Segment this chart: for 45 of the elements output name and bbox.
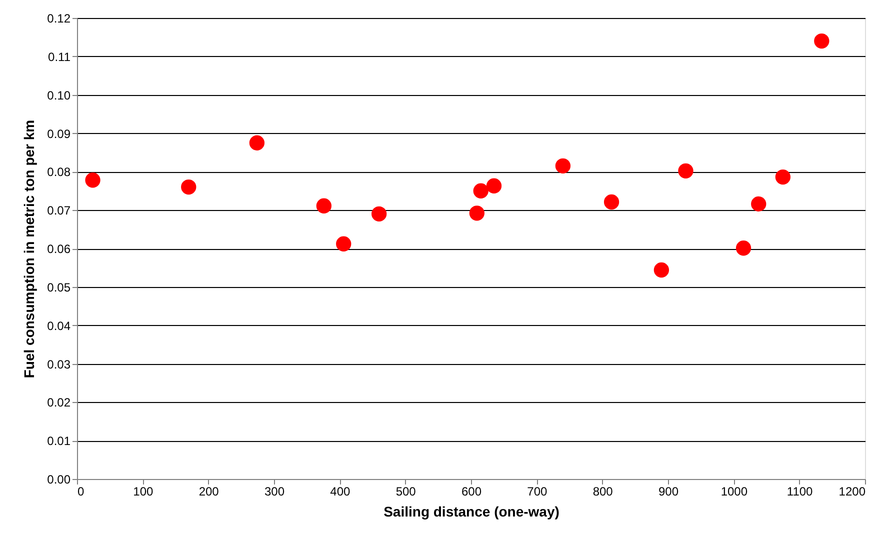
point (316, 198, 332, 214)
x-tick-label: 300 (264, 484, 285, 498)
y-tick-label: 0.06 (47, 242, 71, 256)
y-tick-label: 0.12 (47, 12, 71, 26)
x-tick-label: 600 (461, 484, 482, 498)
point (371, 206, 387, 222)
x-tick-label: 1100 (786, 484, 814, 498)
y-tick-label: 0.09 (47, 126, 71, 141)
y-tick-label: 0.07 (47, 204, 71, 218)
y-tick-label: 0.04 (47, 318, 71, 333)
point (336, 236, 352, 252)
point (486, 178, 502, 194)
y-axis-title: Fuel consumption in metric ton per km (21, 120, 38, 378)
point (814, 33, 830, 49)
point (85, 172, 100, 188)
y-tick-label: 0.01 (47, 434, 71, 448)
y-tick-label: 0.03 (47, 357, 71, 372)
x-tick-label: 100 (133, 484, 154, 498)
y-tick-label: 0.05 (47, 280, 71, 294)
point (555, 158, 571, 174)
point (181, 179, 196, 195)
point (775, 169, 790, 185)
x-tick-label: 400 (330, 484, 350, 498)
x-tick-label: 900 (658, 484, 679, 498)
point (604, 194, 620, 210)
point (678, 163, 694, 178)
point (751, 196, 766, 212)
point (249, 135, 265, 150)
y-tick-label: 0.08 (47, 165, 71, 180)
y-tick-label: 0.11 (48, 50, 71, 64)
y-tick-label: 0.00 (47, 472, 71, 486)
x-tick-label: 1200 (838, 484, 866, 498)
y-tick-label: 0.10 (47, 88, 71, 102)
point (654, 262, 670, 278)
x-tick-label: 0 (78, 484, 84, 498)
point (473, 183, 488, 198)
x-tick-label: 700 (527, 484, 548, 498)
point (469, 206, 484, 221)
x-tick-label: 500 (396, 484, 416, 498)
x-tick-label: 1000 (720, 484, 748, 498)
x-tick-label: 800 (592, 484, 614, 498)
x-tick-label: 200 (198, 484, 220, 498)
y-tick-label: 0.02 (47, 396, 71, 410)
point (736, 240, 752, 256)
x-axis-title: Sailing distance (one-way) (384, 504, 560, 520)
